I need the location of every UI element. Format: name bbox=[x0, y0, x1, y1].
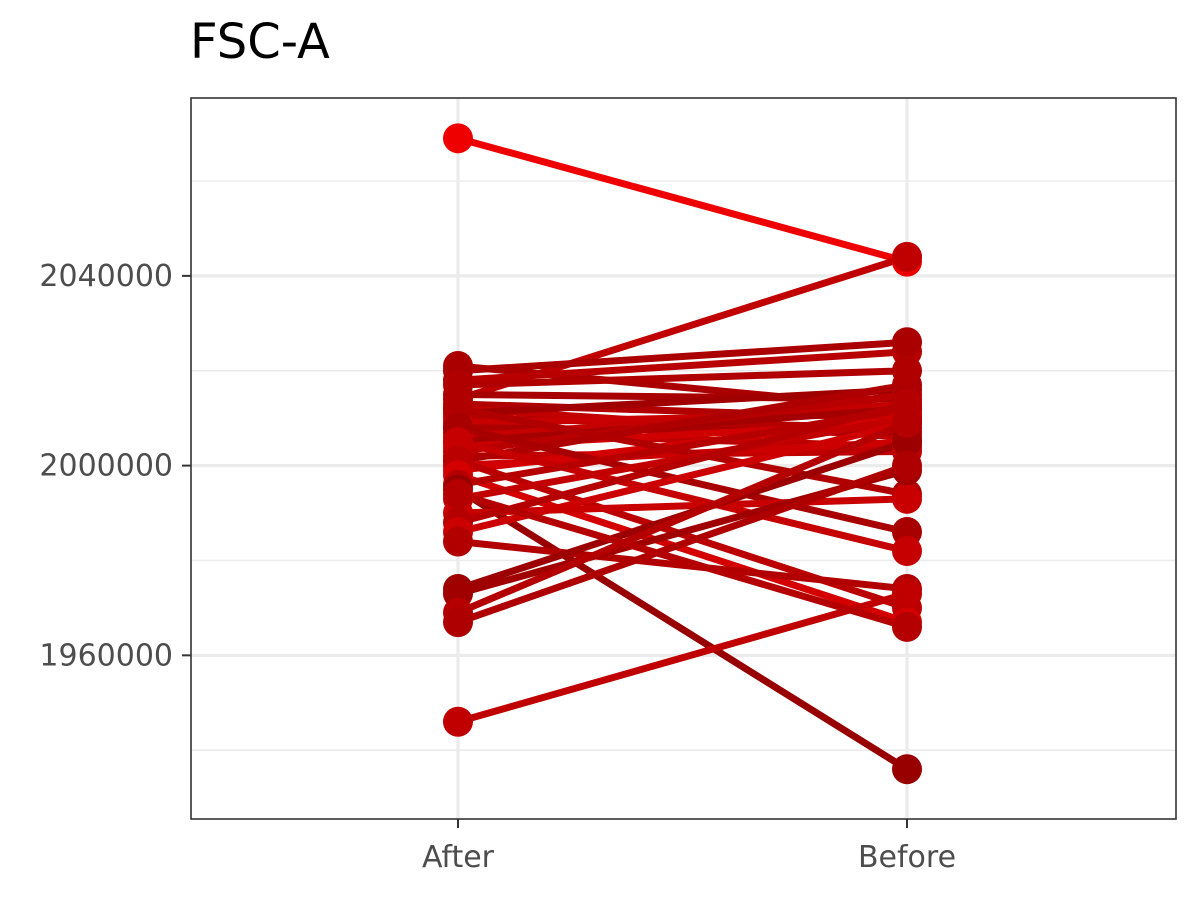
pair-line bbox=[457, 490, 908, 631]
x-tick-label: Before bbox=[858, 840, 956, 875]
point-before bbox=[892, 578, 922, 609]
point-before bbox=[892, 483, 922, 514]
pair-line bbox=[457, 400, 908, 526]
pair-line bbox=[456, 462, 909, 626]
y-tick-label: 1960000 bbox=[39, 638, 173, 673]
point-before bbox=[892, 535, 922, 566]
pair-line bbox=[457, 386, 908, 417]
pair-line bbox=[457, 538, 908, 593]
pair-line bbox=[457, 348, 908, 384]
point-after bbox=[443, 607, 473, 638]
pair-line bbox=[457, 367, 908, 389]
axis-ticks: 1960000 2000000 2040000 After Before bbox=[39, 259, 956, 875]
point-after bbox=[443, 706, 473, 737]
series-lines bbox=[456, 134, 909, 773]
point-before bbox=[892, 241, 922, 272]
point-after bbox=[443, 123, 473, 154]
point-after bbox=[443, 526, 473, 557]
y-tick-label: 2000000 bbox=[39, 449, 173, 484]
pair-line bbox=[457, 438, 908, 555]
point-before bbox=[892, 754, 922, 785]
pair-line bbox=[457, 134, 908, 266]
chart-title: FSC-A bbox=[190, 14, 330, 70]
point-after bbox=[443, 479, 473, 510]
pair-line bbox=[456, 419, 909, 616]
pair-line bbox=[456, 486, 909, 773]
x-tick-label: After bbox=[422, 840, 495, 875]
pair-line bbox=[457, 590, 908, 726]
y-tick-label: 2040000 bbox=[39, 259, 173, 294]
point-before bbox=[892, 450, 922, 481]
point-before bbox=[892, 327, 922, 358]
pair-line bbox=[457, 414, 908, 503]
point-before bbox=[892, 611, 922, 642]
point-after bbox=[443, 369, 473, 400]
point-before bbox=[892, 407, 922, 438]
panel-border bbox=[190, 97, 1177, 820]
pair-line bbox=[457, 338, 908, 375]
point-before bbox=[892, 355, 922, 386]
pair-line bbox=[457, 405, 908, 498]
data-points bbox=[443, 123, 922, 785]
